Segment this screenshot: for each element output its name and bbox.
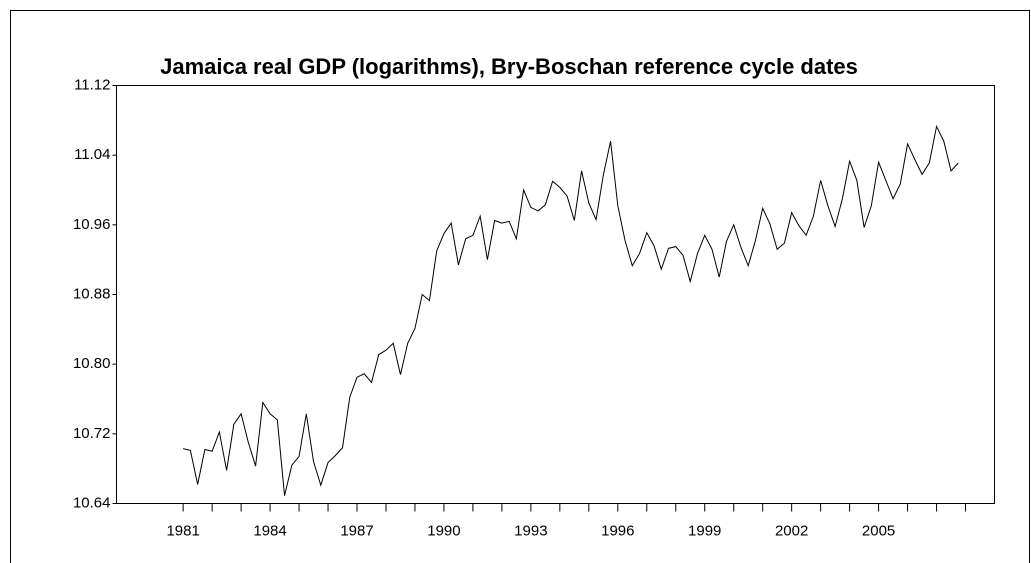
y-tick-label: 11.12 [74,76,110,93]
x-tick-label: 2002 [775,522,808,539]
x-tick-label: 1984 [253,522,286,539]
x-tick-label: 1999 [688,522,721,539]
y-tick-label: 10.80 [73,355,111,372]
frame [10,10,1030,563]
y-tick-label: 10.72 [73,425,111,442]
x-tick-label: 1987 [340,522,373,539]
y-tick-label: 11.04 [74,146,110,163]
y-tick-label: 10.64 [73,494,111,511]
y-tick-label: 10.88 [73,285,111,302]
x-tick-label: 1996 [601,522,634,539]
y-tick-label: 10.96 [73,216,111,233]
series-line [183,124,959,496]
chart-title: Jamaica real GDP (logarithms), Bry-Bosch… [160,54,858,79]
x-tick-label: 1993 [514,522,547,539]
x-tick-label: 1981 [166,522,199,539]
x-tick-label: 2005 [862,522,895,539]
x-tick-label: 1990 [427,522,460,539]
